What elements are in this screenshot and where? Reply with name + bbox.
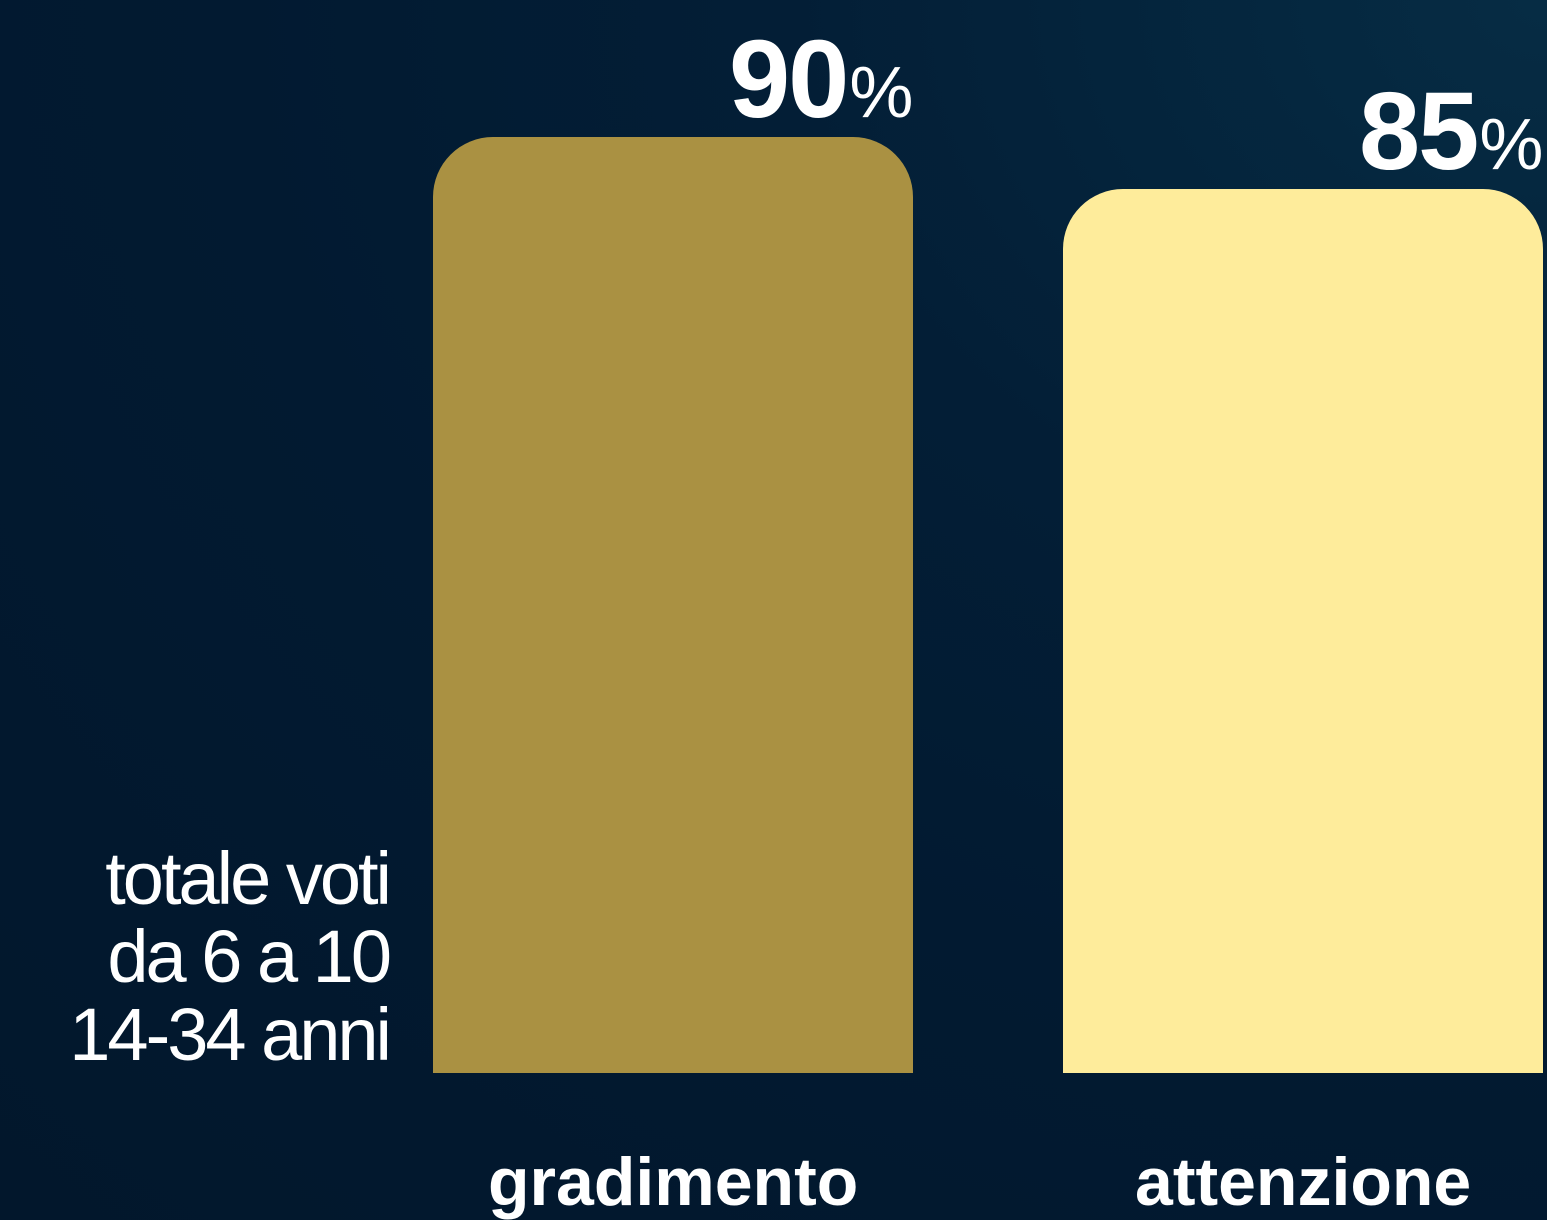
bar-attenzione	[1063, 189, 1543, 1073]
chart-note: totale voti da 6 a 10 14-34 anni	[69, 837, 392, 1076]
value-unit: %	[849, 53, 914, 133]
bar-gradimento	[433, 137, 913, 1073]
value-number: 85	[1359, 70, 1479, 193]
note-line-2: da 6 a 10	[107, 915, 392, 998]
note-line-1: totale voti	[105, 837, 392, 920]
value-unit: %	[1479, 105, 1544, 185]
value-label-attenzione: 85%	[1359, 77, 1543, 187]
value-label-gradimento: 90%	[729, 25, 913, 135]
value-number: 90	[729, 18, 849, 141]
note-line-3: 14-34 anni	[69, 993, 392, 1076]
category-label-gradimento: gradimento	[488, 1144, 859, 1220]
category-label-attenzione: attenzione	[1135, 1144, 1472, 1220]
